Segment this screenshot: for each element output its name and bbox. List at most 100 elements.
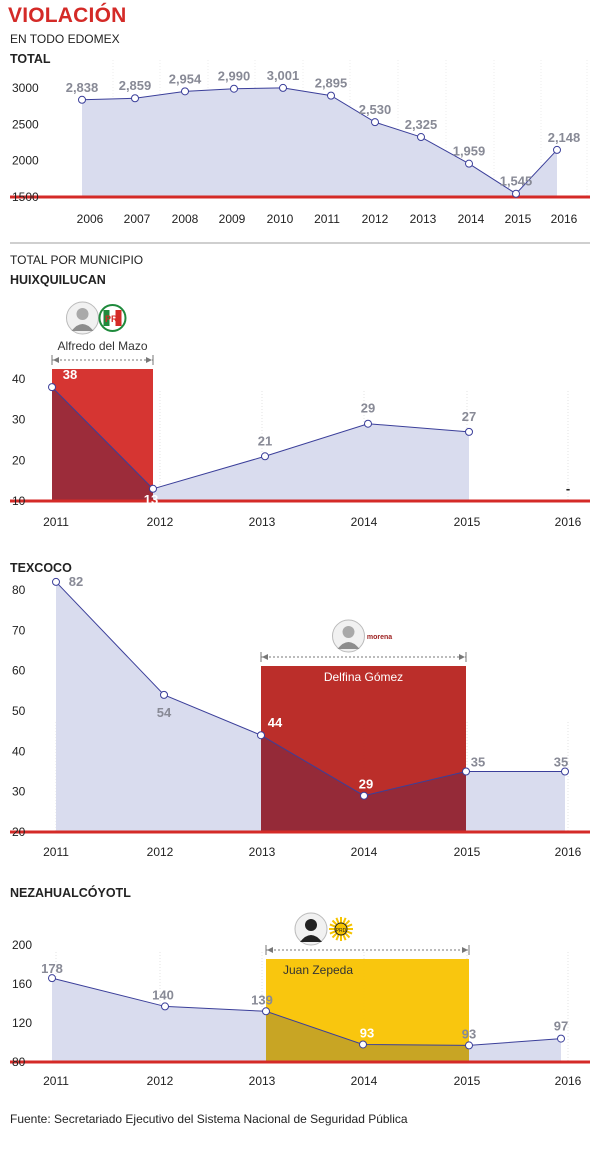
- data-point: [149, 484, 157, 493]
- data-point: [371, 118, 379, 127]
- value-label: 2,838: [66, 80, 99, 95]
- value-label: 21: [258, 433, 272, 448]
- value-label: 2,954: [169, 71, 202, 86]
- term-arrow-left: [262, 654, 268, 660]
- series-line: [55, 581, 565, 797]
- data-point: [417, 133, 425, 142]
- huixquilucan-chart: Alfredo del Mazo PRI 38 13 21 29 27 - 40 30 20 10 20…: [10, 301, 590, 529]
- term-arrow-right: [462, 947, 468, 953]
- value-label: 82: [69, 574, 83, 589]
- data-point: [465, 1041, 473, 1050]
- data-point: [257, 731, 265, 740]
- data-point: [359, 1040, 367, 1049]
- prd-sun-ray: [342, 917, 347, 924]
- data-point: [462, 767, 470, 776]
- data-point: [561, 767, 569, 776]
- huixquilucan-title: HUIXQUILUCAN: [10, 273, 106, 287]
- value-label: 93: [462, 1026, 476, 1041]
- mayor-portrait: [332, 619, 365, 653]
- value-label: 2,859: [119, 78, 152, 93]
- value-label: 27: [462, 409, 476, 424]
- x-tick-label: 2012: [147, 515, 174, 529]
- portrait-head: [342, 626, 355, 638]
- x-tick-label: 2014: [351, 845, 378, 859]
- pri-logo-text: PRI: [105, 314, 120, 324]
- data-point: [360, 791, 368, 800]
- mayor-portrait: [66, 301, 99, 335]
- nezahualcoyotl-title: NEZAHUALCÓYOTL: [10, 886, 131, 900]
- y-tick-label: 2000: [12, 154, 39, 168]
- value-label: 38: [63, 367, 77, 382]
- area-fill: [52, 387, 469, 501]
- mayor-portrait: [294, 912, 328, 946]
- portrait-shoulders: [300, 935, 322, 942]
- x-tick-label: 2015: [454, 845, 481, 859]
- value-label: 29: [361, 401, 375, 416]
- x-tick-label: 2015: [454, 515, 481, 529]
- y-tick-label: 70: [12, 623, 26, 637]
- y-tick-label: 30: [12, 413, 26, 427]
- mayor-term-area: [52, 387, 153, 501]
- data-point: [465, 159, 473, 168]
- x-tick-label: 2014: [351, 1074, 378, 1088]
- y-tick-label: 200: [12, 938, 32, 952]
- y-tick-label: 80: [12, 583, 26, 597]
- prd-sun-ray: [331, 932, 338, 939]
- value-label: 29: [359, 777, 373, 792]
- mayor-term-area: [261, 735, 466, 832]
- mayor-term-area: [266, 1011, 469, 1062]
- x-tick-label: 2011: [43, 845, 69, 859]
- y-tick-label: 80: [12, 1055, 26, 1069]
- y-tick-label: 60: [12, 664, 26, 678]
- portrait-head: [76, 308, 89, 320]
- x-tick-label: 2011: [43, 515, 69, 529]
- page-title: VIOLACIÓN: [8, 4, 127, 27]
- data-point: [131, 94, 139, 103]
- data-point: [327, 91, 335, 100]
- data-point: [161, 1002, 169, 1011]
- data-point: [261, 452, 269, 461]
- series-line: [51, 977, 562, 1046]
- value-label: 35: [554, 755, 568, 770]
- x-tick-label: 2016: [551, 212, 578, 226]
- x-tick-label: 2006: [77, 212, 104, 226]
- x-tick-label: 2014: [458, 212, 485, 226]
- texcoco-title: TEXCOCO: [10, 561, 72, 575]
- y-tick-label: 160: [12, 977, 32, 991]
- portrait-shoulders: [337, 642, 360, 649]
- prd-sun-ray: [335, 934, 340, 941]
- prd-sun-ray: [342, 934, 347, 941]
- data-point: [279, 83, 287, 92]
- y-tick-label: 40: [12, 372, 26, 386]
- y-tick-label: 3000: [12, 81, 39, 95]
- value-label: 93: [360, 1025, 374, 1040]
- x-tick-label: 2011: [43, 1074, 69, 1088]
- data-point: [48, 383, 56, 392]
- value-label: 2,990: [218, 69, 251, 84]
- term-arrow-right: [146, 357, 152, 363]
- value-label: 2,148: [548, 130, 581, 145]
- value-label: 2,325: [405, 117, 438, 132]
- term-arrow-left: [267, 947, 273, 953]
- x-tick-label: 2015: [505, 212, 532, 226]
- data-point: [181, 87, 189, 96]
- total-heading: TOTAL: [10, 52, 51, 66]
- mayor-name: Alfredo del Mazo: [57, 339, 147, 353]
- area-fill: [56, 581, 565, 832]
- value-label: 54: [157, 705, 172, 720]
- prd-sun-ray: [346, 923, 353, 928]
- x-tick-label: 2014: [351, 515, 378, 529]
- x-tick-label: 2016: [555, 515, 582, 529]
- x-tick-label: 2012: [147, 845, 174, 859]
- prd-sun-ray: [329, 923, 336, 928]
- x-tick-label: 2016: [555, 845, 582, 859]
- y-tick-label: 20: [12, 825, 26, 839]
- value-label: 1,545: [500, 174, 533, 189]
- nezahualcoyotl-chart: Juan Zepeda PRD 178 140 139 93 93 97 200 160 120 80…: [10, 912, 590, 1088]
- value-label: 2,530: [359, 102, 392, 117]
- x-tick-label: 2013: [249, 515, 276, 529]
- x-tick-label: 2013: [249, 845, 276, 859]
- value-label: 140: [152, 987, 174, 1002]
- portrait-shoulders: [71, 324, 94, 331]
- x-tick-label: 2016: [555, 1074, 582, 1088]
